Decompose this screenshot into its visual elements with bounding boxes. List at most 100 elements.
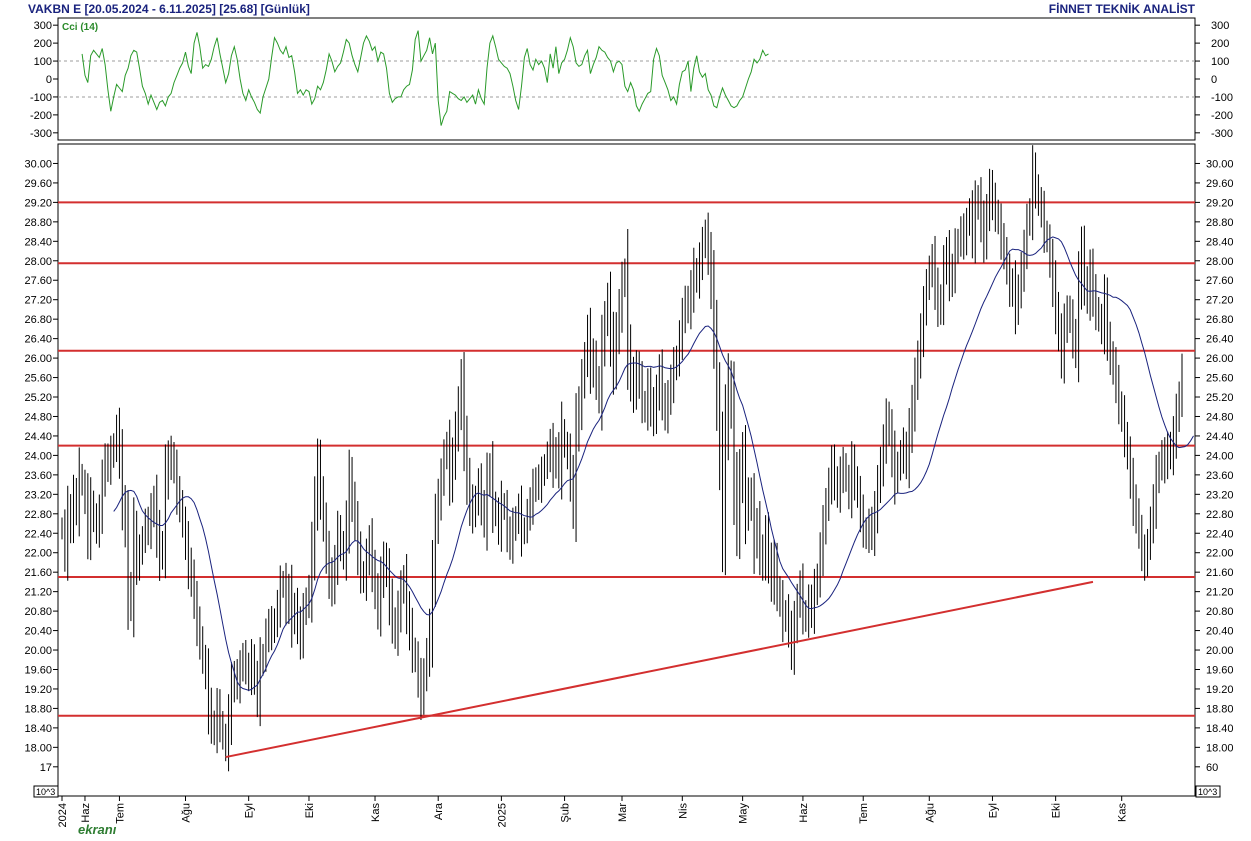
price-axis: 30.00 30.00 29.60 29.60 29.20 29.20 28.80 28.80… — [24, 158, 1233, 773]
cci-tick-label: -300 — [1211, 128, 1233, 140]
cci-indicator-label: Cci (14) — [62, 22, 98, 33]
logo: ekranı — [78, 822, 117, 837]
price-tick-label: 23.60 — [1206, 470, 1234, 482]
price-tick-label: 28.80 — [1206, 217, 1234, 229]
price-tick-label: 22.80 — [24, 509, 52, 521]
price-tick-label: 27.20 — [1206, 295, 1234, 307]
price-tick-label: 29.20 — [24, 197, 52, 209]
price-tick-label: 24.40 — [1206, 431, 1234, 443]
x-tick-label: Haz — [80, 803, 92, 823]
price-tick-label: 26.80 — [24, 314, 52, 326]
price-tick-label: 22.00 — [1206, 548, 1234, 560]
brand-label: FİNNET TEKNİK ANALİST — [1048, 2, 1195, 16]
scale-label-left: 10^3 — [36, 787, 55, 797]
x-tick-label: 2024 — [57, 803, 69, 827]
cci-tick-label: 0 — [46, 74, 52, 86]
cci-tick-label: 300 — [34, 20, 52, 32]
price-tick-label: 26.00 — [24, 353, 52, 365]
price-tick-label: 28.40 — [24, 236, 52, 248]
cci-tick-label: -300 — [30, 128, 52, 140]
x-axis: 2024 Haz Tem Ağu Eyl Eki Kas Ara 2025 Şub Mar Nis Ma… — [57, 796, 1129, 827]
moving-average-line — [113, 236, 1194, 691]
price-tick-label: 25.60 — [1206, 373, 1234, 385]
price-tick-label: 20.40 — [24, 626, 52, 638]
price-tick-label: 28.00 — [1206, 256, 1234, 268]
price-tick-label: 22.00 — [24, 548, 52, 560]
price-tick-label: 20.00 — [1206, 645, 1234, 657]
cci-tick-label: 200 — [34, 38, 52, 50]
x-tick-label: Mar — [617, 803, 629, 822]
price-tick-label: 29.20 — [1206, 197, 1234, 209]
price-tick-label: 19.60 — [1206, 664, 1234, 676]
x-tick-label: May — [738, 803, 750, 824]
cci-tick-label: 300 — [1211, 20, 1229, 32]
price-tick-label: 23.60 — [24, 470, 52, 482]
x-tick-label: Şub — [560, 803, 572, 823]
cci-tick-label: -200 — [30, 110, 52, 122]
price-tick-label: 21.20 — [24, 587, 52, 599]
price-tick-label: 20.80 — [1206, 606, 1234, 618]
x-tick-label: Kas — [1117, 803, 1129, 822]
x-tick-label: Tem — [114, 803, 126, 824]
price-tick-label: 60 — [1206, 762, 1218, 774]
cci-tick-label: -100 — [1211, 92, 1233, 104]
cci-tick-label: 0 — [1211, 74, 1217, 86]
x-tick-label: Kas — [370, 803, 382, 822]
price-tick-label: 18.80 — [1206, 703, 1234, 715]
price-tick-label: 26.80 — [1206, 314, 1234, 326]
cci-tick-label: 100 — [1211, 56, 1229, 68]
price-tick-label: 18.80 — [24, 703, 52, 715]
x-tick-label: Eyl — [987, 803, 999, 818]
price-tick-label: 29.60 — [1206, 178, 1234, 190]
price-tick-label: 19.20 — [24, 684, 52, 696]
price-tick-label: 19.60 — [24, 664, 52, 676]
cci-tick-label: 200 — [1211, 38, 1229, 50]
x-tick-label: Ara — [433, 802, 445, 820]
price-tick-label: 30.00 — [1206, 158, 1234, 170]
price-tick-label: 28.00 — [24, 256, 52, 268]
price-tick-label: 28.40 — [1206, 236, 1234, 248]
price-tick-label: 18.40 — [24, 723, 52, 735]
price-tick-label: 24.80 — [1206, 411, 1234, 423]
cci-tick-label: -100 — [30, 92, 52, 104]
price-tick-label: 20.40 — [1206, 626, 1234, 638]
price-tick-label: 22.40 — [24, 528, 52, 540]
x-tick-label: Eyl — [244, 803, 256, 818]
price-tick-label: 25.60 — [24, 373, 52, 385]
price-tick-label: 23.20 — [24, 489, 52, 501]
price-tick-label: 25.20 — [24, 392, 52, 404]
x-tick-label: Haz — [798, 803, 810, 823]
price-tick-label: 24.80 — [24, 411, 52, 423]
price-tick-label: 18.40 — [1206, 723, 1234, 735]
cci-line — [81, 30, 769, 126]
price-tick-label: 18.00 — [1206, 742, 1234, 754]
cci-axis: 300 300 200 200 100 100 0 0 -100 -100 -200 -200 -300… — [30, 20, 1233, 140]
x-tick-label: 2025 — [496, 803, 508, 827]
price-tick-label: 19.20 — [1206, 684, 1234, 696]
price-tick-label: 27.60 — [24, 275, 52, 287]
x-tick-label: Tem — [858, 803, 870, 824]
price-tick-label: 21.60 — [1206, 567, 1234, 579]
cci-tick-label: 100 — [34, 56, 52, 68]
x-tick-label: Ağu — [180, 803, 192, 823]
price-tick-label: 20.00 — [24, 645, 52, 657]
x-tick-label: Eki — [304, 803, 316, 818]
price-tick-label: 20.80 — [24, 606, 52, 618]
price-tick-label: 25.20 — [1206, 392, 1234, 404]
price-tick-label: 21.20 — [1206, 587, 1234, 599]
scale-badge-left — [33, 785, 59, 798]
price-tick-label: 22.40 — [1206, 528, 1234, 540]
price-tick-label: 27.20 — [24, 295, 52, 307]
price-tick-label: 24.40 — [24, 431, 52, 443]
x-tick-label: Ağu — [924, 803, 936, 823]
x-tick-label: Nis — [677, 803, 689, 819]
price-tick-label: 30.00 — [24, 158, 52, 170]
price-tick-label: 17 — [40, 762, 52, 774]
support-resistance-levels — [58, 201, 1195, 717]
price-tick-label: 27.60 — [1206, 275, 1234, 287]
cci-panel — [57, 17, 1196, 141]
price-tick-label: 24.00 — [24, 450, 52, 462]
price-tick-label: 23.20 — [1206, 489, 1234, 501]
price-tick-label: 26.00 — [1206, 353, 1234, 365]
price-panel — [57, 143, 1196, 797]
